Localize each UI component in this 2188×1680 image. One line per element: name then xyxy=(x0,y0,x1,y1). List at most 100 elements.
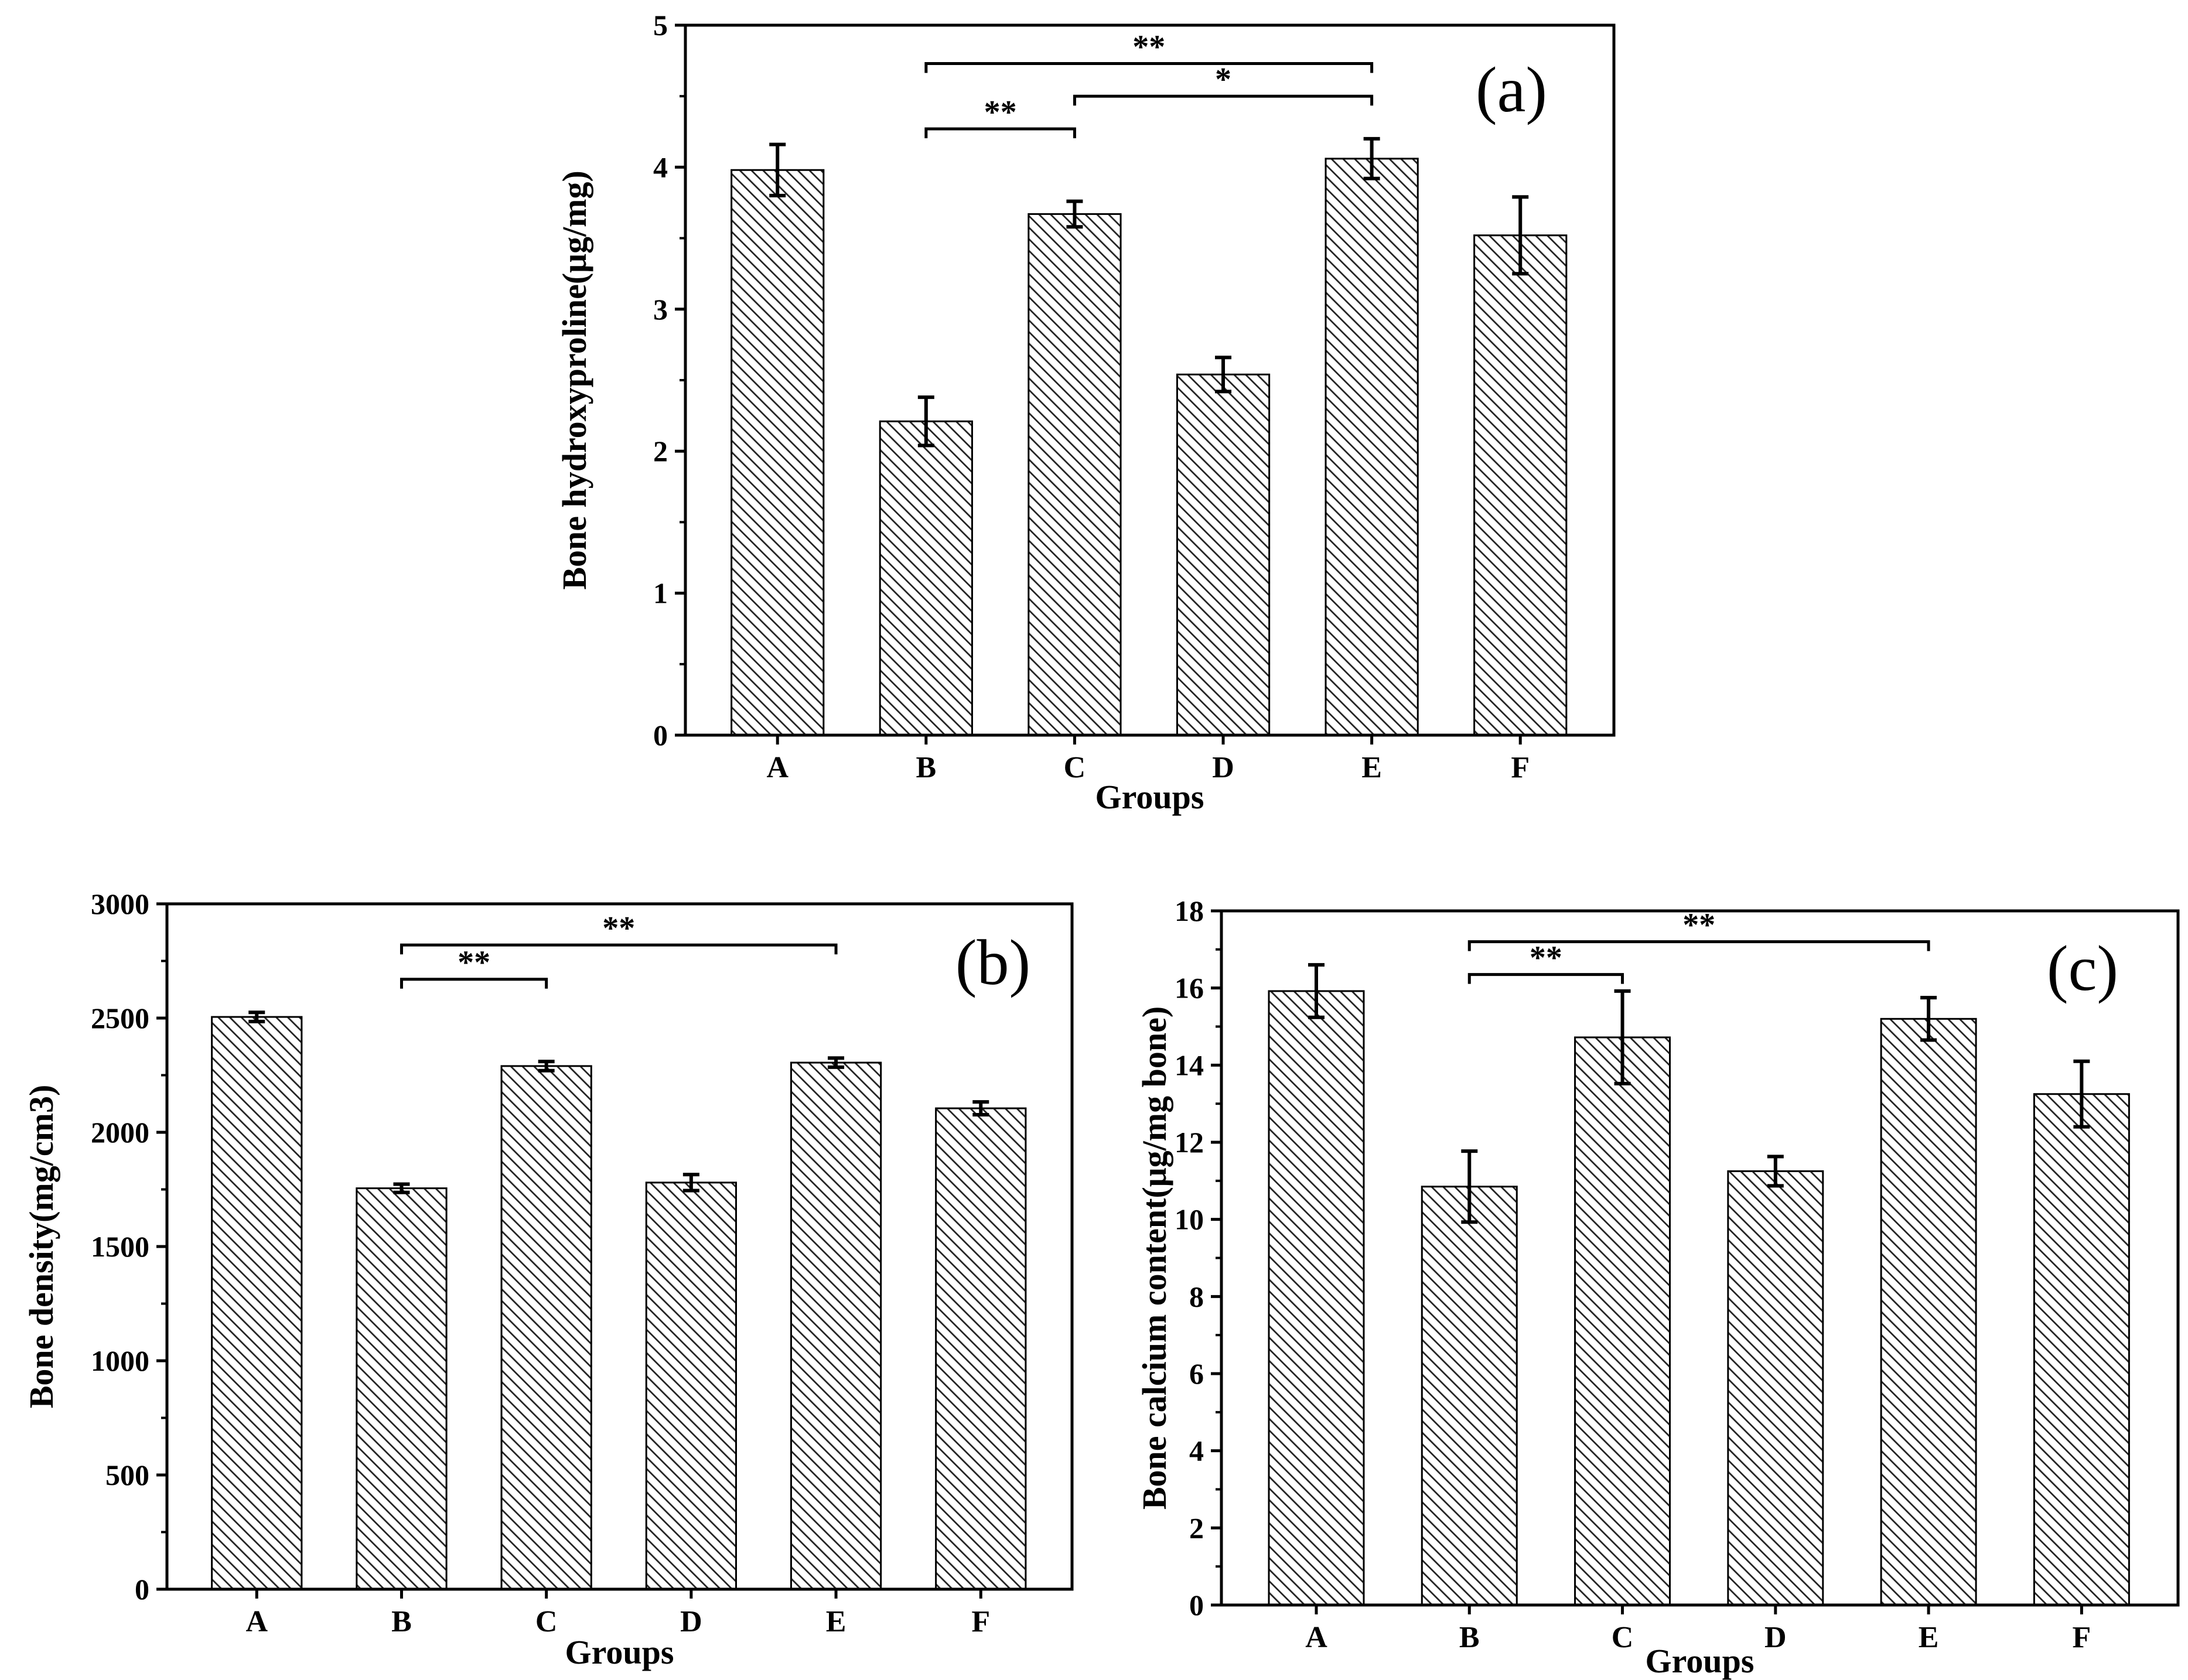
significance-stars: ** xyxy=(984,94,1017,131)
x-tick-label-A: A xyxy=(245,1605,268,1638)
panel-label: (b) xyxy=(955,927,1030,998)
x-tick-label-C: C xyxy=(1612,1621,1634,1654)
x-tick-label-B: B xyxy=(1459,1621,1480,1654)
y-tick-label: 3000 xyxy=(91,887,149,920)
y-tick-label: 8 xyxy=(1189,1280,1204,1313)
bracket-line xyxy=(400,943,838,955)
y-tick-label: 3 xyxy=(653,293,668,326)
error-bar-C xyxy=(538,1060,555,1073)
y-axis-title: Bone calcium content(μg/mg bone) xyxy=(1135,1006,1173,1510)
y-axis-title: Bone hydroxyproline(μg/mg) xyxy=(555,170,593,590)
chart-panel-b: 0 500 1000 1500 2000 2500 3000 A B C D E F Groups Bone… xyxy=(22,887,1074,1671)
y-tick-label: 2 xyxy=(653,435,668,467)
x-tick-label-F: F xyxy=(1511,751,1530,784)
y-tick-label: 14 xyxy=(1175,1049,1204,1081)
y-tick-label: 4 xyxy=(653,151,668,183)
x-tick-label-E: E xyxy=(1361,751,1382,784)
x-tick-label-A: A xyxy=(1305,1621,1327,1654)
x-tick-label-E: E xyxy=(1919,1621,1939,1654)
error-bar-A xyxy=(1308,963,1325,1019)
bracket-line xyxy=(1467,940,1930,951)
x-tick-label-C: C xyxy=(535,1605,558,1638)
error-bar-B xyxy=(917,395,934,448)
significance-bracket: ** xyxy=(1467,907,1930,951)
error-bar-D xyxy=(1767,1155,1784,1188)
significance-bracket: ** xyxy=(924,94,1076,138)
significance-stars: ** xyxy=(1132,29,1165,65)
chart-panel-a: 0 1 2 3 4 5 A B C D E F Groups Bone hydroxyproline(μg… xyxy=(555,9,1616,816)
x-tick-label-F: F xyxy=(2073,1621,2091,1654)
bracket-line xyxy=(400,978,548,989)
panel-label: (a) xyxy=(1476,54,1547,125)
significance-bracket: ** xyxy=(1467,940,1624,984)
bar-F xyxy=(1473,234,1568,736)
bar-F xyxy=(935,1107,1027,1590)
x-tick-label-D: D xyxy=(1764,1621,1787,1654)
bar-C xyxy=(1028,213,1122,736)
x-tick-label-D: D xyxy=(1212,751,1234,784)
significance-stars: ** xyxy=(1530,940,1562,976)
y-axis-title: Bone density(mg/cm3) xyxy=(22,1085,60,1409)
y-tick-label: 2 xyxy=(1189,1511,1204,1544)
error-bar-E xyxy=(1920,996,1937,1042)
bar-E xyxy=(1880,1017,1977,1606)
significance-bracket: ** xyxy=(400,910,838,955)
y-tick-label: 4 xyxy=(1189,1435,1204,1467)
x-tick-label-C: C xyxy=(1064,751,1086,784)
bar-D xyxy=(645,1182,737,1590)
bracket-line xyxy=(924,62,1374,73)
bar-D xyxy=(1727,1170,1824,1606)
bar-B xyxy=(356,1187,448,1590)
y-tick-label: 1000 xyxy=(91,1344,149,1377)
bracket-line xyxy=(924,127,1076,138)
x-tick-label-D: D xyxy=(680,1605,702,1638)
x-tick-label-B: B xyxy=(916,751,936,784)
y-tick-label: 2500 xyxy=(91,1002,149,1034)
y-tick-label: 2000 xyxy=(91,1116,149,1149)
bar-C xyxy=(1574,1036,1671,1606)
bar-C xyxy=(500,1065,592,1590)
significance-bracket: ** xyxy=(924,29,1374,73)
significance-stars: * xyxy=(1215,62,1231,98)
y-tick-label: 6 xyxy=(1189,1357,1204,1390)
panel-label: (c) xyxy=(2047,933,2118,1004)
x-tick-label-B: B xyxy=(391,1605,412,1638)
error-bar-F xyxy=(972,1100,989,1116)
bar-F xyxy=(2033,1093,2130,1606)
x-axis-title: Groups xyxy=(1646,1642,1755,1680)
y-tick-label: 500 xyxy=(105,1459,149,1491)
x-tick-label-E: E xyxy=(826,1605,846,1638)
x-tick-label-A: A xyxy=(766,751,789,784)
bracket-line xyxy=(1073,94,1374,106)
significance-bracket: ** xyxy=(400,945,548,989)
bar-E xyxy=(790,1061,882,1590)
error-bar-E xyxy=(1363,136,1380,180)
y-tick-label: 0 xyxy=(135,1573,149,1606)
x-axis-title: Groups xyxy=(565,1633,674,1671)
error-bar-A xyxy=(248,1010,265,1023)
error-bar-F xyxy=(2073,1059,2090,1129)
error-bar-C xyxy=(1066,199,1083,229)
error-bar-D xyxy=(682,1173,699,1193)
bar-B xyxy=(879,420,973,736)
significance-stars: ** xyxy=(602,910,635,947)
significance-bracket: * xyxy=(1073,62,1374,106)
x-tick-label-F: F xyxy=(971,1605,990,1638)
error-bar-B xyxy=(1461,1149,1478,1224)
y-tick-label: 16 xyxy=(1175,972,1204,1005)
bar-A xyxy=(211,1016,303,1590)
y-tick-label: 1500 xyxy=(91,1230,149,1263)
y-tick-label: 10 xyxy=(1175,1203,1204,1236)
bar-B xyxy=(1421,1186,1518,1606)
x-axis-title: Groups xyxy=(1095,778,1204,816)
significance-stars: ** xyxy=(1682,907,1715,944)
error-bar-E xyxy=(828,1056,845,1069)
bar-A xyxy=(1268,990,1365,1606)
y-tick-label: 0 xyxy=(653,719,668,752)
y-tick-label: 5 xyxy=(653,9,668,42)
significance-stars: ** xyxy=(458,945,490,981)
error-bar-C xyxy=(1614,989,1631,1085)
error-bar-D xyxy=(1215,356,1232,394)
y-tick-label: 0 xyxy=(1189,1589,1204,1621)
